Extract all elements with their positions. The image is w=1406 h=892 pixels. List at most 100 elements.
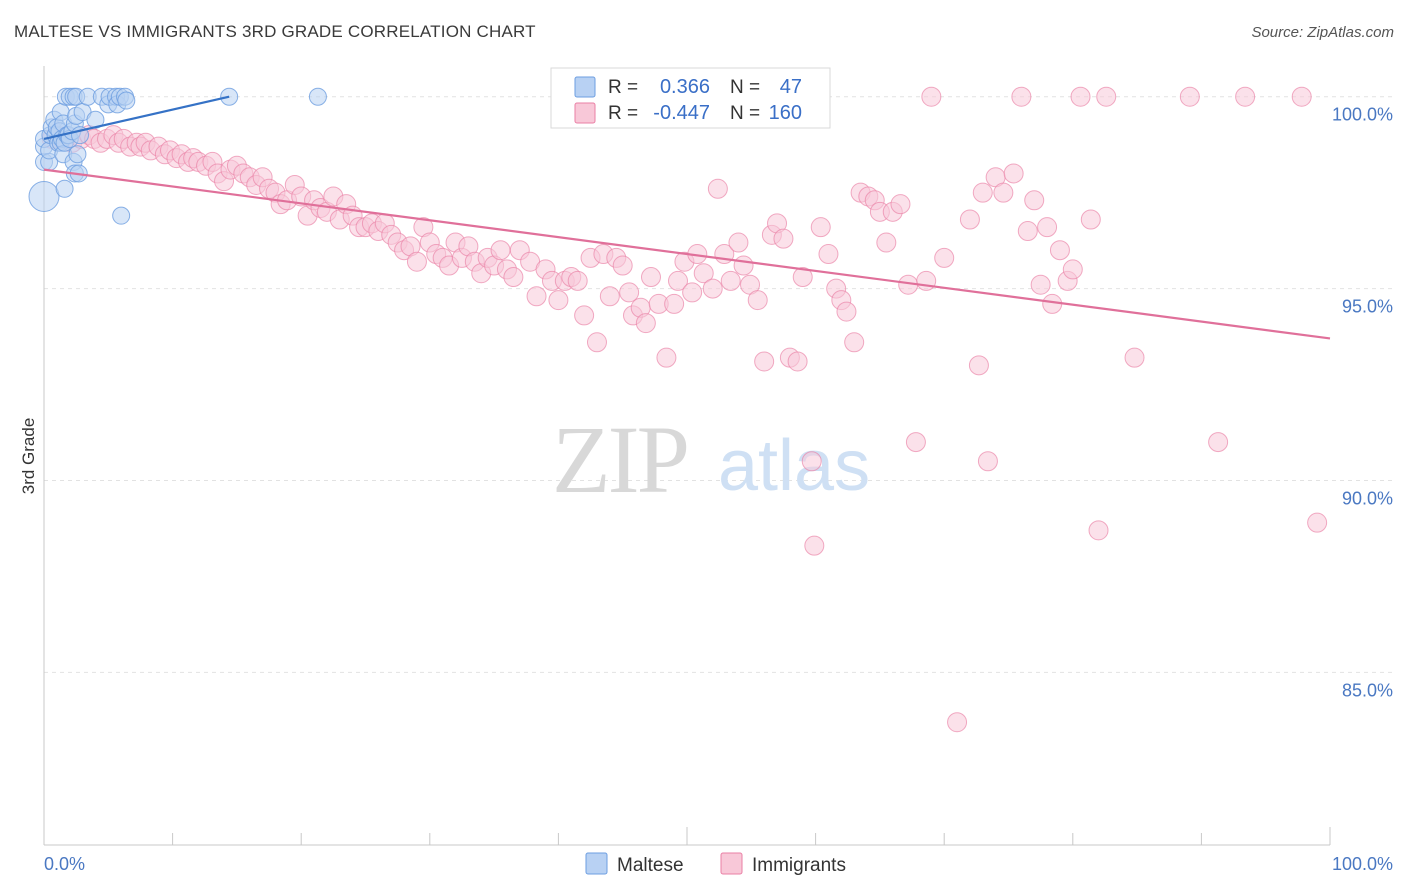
immigrants-point-88 — [599, 286, 620, 307]
immigrants-point-137 — [921, 86, 942, 107]
legend-n-label-immigrants: N = — [730, 103, 760, 124]
series-legend: Maltese Immigrants — [585, 852, 846, 876]
y-tick-label-0: 100.0% — [1332, 105, 1393, 125]
immigrants-point-117 — [787, 351, 808, 372]
chart-title: MALTESE VS IMMIGRANTS 3RD GRADE CORRELAT… — [14, 22, 536, 41]
immigrants-point-150 — [1030, 274, 1051, 295]
immigrants-point-161 — [1179, 86, 1200, 107]
source-label: Source: ZipAtlas.com — [1251, 24, 1394, 41]
immigrants-point-142 — [972, 182, 993, 203]
immigrants-point-133 — [890, 194, 911, 215]
immigrants-point-140 — [959, 209, 980, 230]
immigrants-point-165 — [1307, 512, 1328, 533]
immigrants-point-164 — [1291, 86, 1312, 107]
immigrants-point-151 — [1037, 217, 1058, 238]
maltese-trend-line — [43, 95, 230, 140]
immigrants-point-138 — [934, 247, 955, 268]
immigrants-point-103 — [693, 263, 714, 284]
immigrants-point-118 — [792, 267, 813, 288]
immigrants-point-120 — [804, 535, 825, 556]
immigrants-point-98 — [664, 293, 685, 314]
immigrants-point-112 — [754, 351, 775, 372]
legend-r-immigrants: -0.447 — [653, 102, 710, 124]
x-tick-label-max: 100.0% — [1332, 854, 1393, 874]
trend-lines — [43, 95, 1331, 340]
legend-n-immigrants: 160 — [769, 102, 802, 124]
immigrants-point-155 — [1062, 259, 1083, 280]
immigrants-point-95 — [640, 267, 661, 288]
immigrants-point-74 — [503, 267, 524, 288]
immigrants-point-158 — [1088, 520, 1109, 541]
immigrants-trend-line — [43, 168, 1331, 340]
immigrants-point-119 — [801, 451, 822, 472]
immigrants-point-156 — [1070, 86, 1091, 107]
immigrants-point-111 — [747, 290, 768, 311]
immigrants-point-105 — [707, 178, 728, 199]
legend-r-label-maltese: R = — [608, 77, 638, 98]
immigrants-point-135 — [905, 432, 926, 453]
watermark-atlas: atlas — [718, 426, 870, 506]
immigrants-points — [41, 86, 1328, 733]
immigrants-point-97 — [656, 347, 677, 368]
watermark: ZIP atlas — [552, 406, 870, 513]
immigrants-point-121 — [810, 217, 831, 238]
immigrants-point-90 — [612, 255, 633, 276]
immigrants-point-153 — [1049, 240, 1070, 261]
legend-r-label-immigrants: R = — [608, 103, 638, 124]
maltese-point-18 — [55, 179, 74, 198]
legend-r-maltese: 0.366 — [660, 76, 710, 98]
axes — [43, 66, 1331, 846]
immigrants-point-143 — [977, 451, 998, 472]
immigrants-point-94 — [635, 313, 656, 334]
immigrants-point-131 — [876, 232, 897, 253]
immigrants-point-99 — [667, 270, 688, 291]
immigrants-point-80 — [548, 290, 569, 311]
immigrants-point-126 — [844, 332, 865, 353]
y-tick-label-1: 95.0% — [1342, 297, 1393, 317]
maltese-point-48 — [308, 87, 327, 106]
immigrants-point-159 — [1096, 86, 1117, 107]
bottom-legend-swatch-immigrants — [720, 852, 743, 875]
immigrants-point-147 — [1011, 86, 1032, 107]
correlation-legend: R = 0.366 N = 47 R = -0.447 N = 160 — [550, 67, 831, 129]
immigrants-point-125 — [836, 301, 857, 322]
legend-swatch-immigrants — [574, 102, 596, 124]
immigrants-point-84 — [574, 305, 595, 326]
y-tick-label-3: 85.0% — [1342, 680, 1393, 700]
legend-n-maltese: 47 — [780, 76, 802, 98]
maltese-points — [28, 87, 327, 225]
immigrants-point-145 — [993, 182, 1014, 203]
immigrants-point-160 — [1124, 347, 1145, 368]
x-tick-label-min: 0.0% — [44, 854, 85, 874]
maltese-point-32 — [68, 145, 87, 164]
immigrants-point-146 — [1003, 163, 1024, 184]
y-tick-label-2: 90.0% — [1342, 488, 1393, 508]
immigrants-point-59 — [406, 251, 427, 272]
immigrants-point-122 — [818, 244, 839, 265]
y-tick-labels: 100.0% 95.0% 90.0% 85.0% — [1332, 105, 1393, 701]
immigrants-point-77 — [526, 286, 547, 307]
immigrants-point-108 — [728, 232, 749, 253]
immigrants-point-115 — [773, 228, 794, 249]
immigrants-point-86 — [586, 332, 607, 353]
immigrants-point-91 — [619, 282, 640, 303]
immigrants-point-157 — [1080, 209, 1101, 230]
immigrants-point-101 — [682, 282, 703, 303]
bottom-legend-swatch-maltese — [585, 852, 608, 875]
immigrants-point-162 — [1208, 432, 1229, 453]
maltese-point-44 — [112, 206, 131, 225]
maltese-point-0 — [28, 180, 60, 212]
bottom-legend-label-immigrants: Immigrants — [752, 855, 846, 876]
maltese-point-46 — [117, 91, 136, 110]
immigrants-point-141 — [968, 355, 989, 376]
immigrants-point-107 — [720, 270, 741, 291]
bottom-legend-label-maltese: Maltese — [617, 855, 684, 876]
legend-n-label-maltese: N = — [730, 77, 760, 98]
immigrants-point-148 — [1017, 221, 1038, 242]
immigrants-point-136 — [916, 270, 937, 291]
immigrants-point-72 — [490, 240, 511, 261]
immigrants-point-149 — [1024, 190, 1045, 211]
immigrants-point-109 — [733, 255, 754, 276]
legend-box — [550, 67, 831, 129]
